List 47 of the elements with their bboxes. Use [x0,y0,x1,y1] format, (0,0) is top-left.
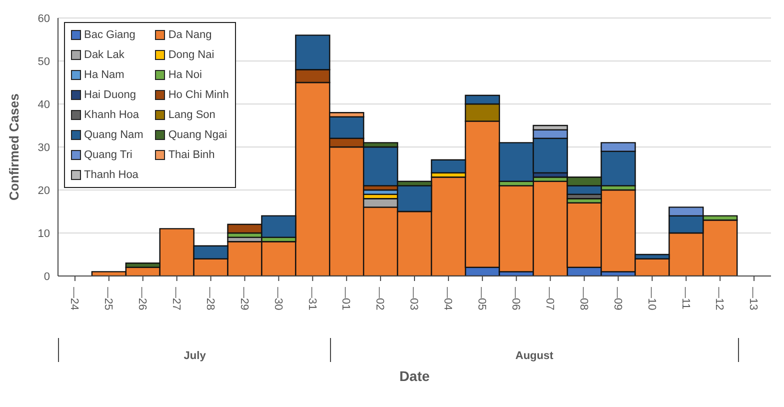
x-tick-label: —28 [204,287,216,310]
x-tick-label: —01 [340,287,352,310]
x-tick-label: —12 [713,287,726,310]
x-tick-label: —29 [238,287,250,310]
x-tick-label: —11 [679,287,692,310]
y-axis-title: Confirmed Cases [6,94,22,200]
y-tick-label: 50 [38,56,50,68]
x-tick-label: —31 [306,287,318,310]
legend-label: Quang Nam [83,128,144,143]
legend-label: Da Nang [167,28,213,43]
y-tick-label: 30 [38,142,50,154]
legend-label: Lang Son [167,108,216,123]
legend-label: Khanh Hoa [83,108,140,123]
x-tick-label: —27 [170,287,182,310]
x-tick-label: —30 [272,287,284,310]
legend-label: Thanh Hoa [83,168,140,183]
legend-label: Dak Lak [83,48,126,63]
x-tick-label: —07 [543,287,556,310]
y-tick-label: 20 [38,184,50,197]
legend-label: Ha Nam [83,68,126,83]
y-tick-label: 40 [38,98,50,111]
x-tick-label: —08 [577,287,590,310]
x-tick-label: —10 [645,287,658,310]
x-tick-label: —25 [102,287,114,310]
x-tick-label: —02 [374,287,386,310]
legend-label: Quang Tri [83,148,134,163]
legend-label: Ha Noi [167,68,203,83]
x-tick-label: —09 [611,287,624,310]
x-tick-label: —06 [510,287,522,310]
legend-label: Bac Giang [83,28,136,43]
text: August [330,338,740,362]
y-tick-label: 60 [38,12,50,25]
y-tick-label: 10 [38,228,50,240]
legend-label: Hai Duong [83,88,137,103]
x-tick-label: —13 [747,287,760,310]
x-tick-label: —24 [68,287,80,310]
x-tick-label: —26 [136,287,148,310]
x-axis-title: Date [398,368,431,384]
x-tick-label: —04 [442,287,454,310]
legend-label: Dong Nai [167,48,216,63]
legend-label: Ho Chi Minh [167,88,229,103]
text: July [58,338,331,362]
x-tick-label: —05 [476,287,488,310]
y-tick-label: 0 [44,270,50,283]
x-tick-label: —03 [408,287,420,310]
legend-label: Quang Ngai [167,128,228,143]
legend-label: Thai Binh [167,148,216,163]
